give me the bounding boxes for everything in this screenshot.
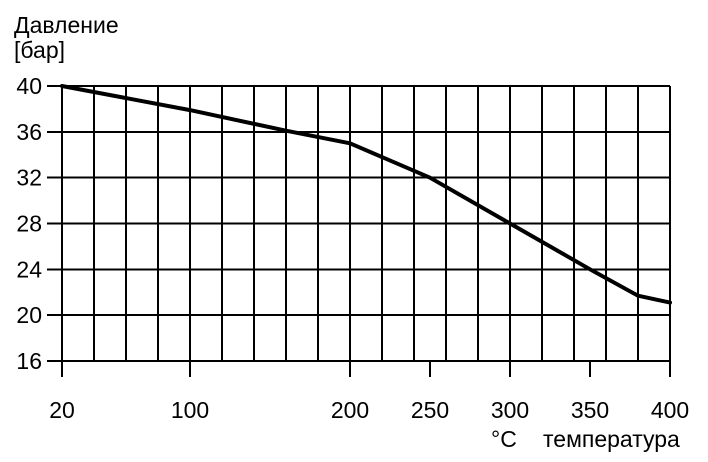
x-tick-label: 200	[331, 397, 369, 423]
grid	[47, 85, 671, 377]
plot-area	[60, 84, 672, 305]
y-tick-label: 20	[16, 302, 42, 328]
x-axis-unit: °C	[491, 426, 517, 452]
x-tick-label: 100	[171, 397, 209, 423]
y-tick-label: 24	[16, 256, 42, 282]
x-tick-labels: 20 100 200 250 300 350 400	[49, 397, 689, 423]
x-tick-label: 350	[571, 397, 609, 423]
x-tick-label: 300	[491, 397, 529, 423]
x-tick-label: 250	[411, 397, 449, 423]
x-axis-title: температура	[543, 426, 680, 452]
y-axis-unit: [бар]	[14, 37, 65, 63]
y-tick-label: 36	[16, 119, 42, 145]
x-tick-label: 400	[651, 397, 689, 423]
series-line	[60, 84, 672, 305]
y-axis-title: Давление	[14, 12, 119, 38]
x-tick-label: 20	[49, 397, 75, 423]
y-tick-labels: 40 36 32 28 24 20 16	[16, 73, 42, 374]
y-tick-label: 28	[16, 211, 42, 237]
y-tick-label: 32	[16, 165, 42, 191]
y-tick-label: 40	[16, 73, 42, 99]
y-tick-label: 16	[16, 348, 42, 374]
